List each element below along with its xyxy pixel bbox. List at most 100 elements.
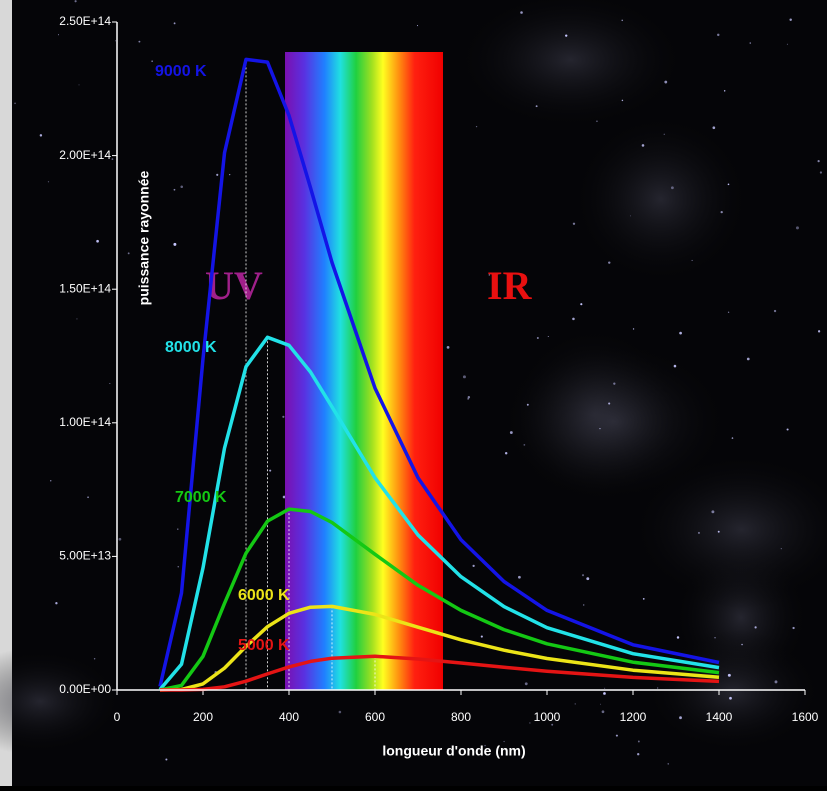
- star: [789, 18, 792, 22]
- star: [467, 396, 471, 399]
- star: [96, 239, 99, 243]
- star: [642, 598, 645, 600]
- star: [417, 25, 419, 27]
- x-tick-label: 400: [279, 710, 299, 724]
- star: [76, 318, 78, 320]
- y-tick-label: 1.00E+14: [59, 415, 111, 429]
- x-tick-label: 1400: [706, 710, 733, 724]
- star: [819, 171, 823, 174]
- star: [741, 643, 743, 646]
- star: [749, 42, 752, 44]
- star: [229, 174, 231, 176]
- y-axis-title: puissance rayonnée: [136, 170, 152, 305]
- star: [180, 185, 184, 188]
- star: [817, 159, 820, 163]
- x-tick-label: 600: [365, 710, 385, 724]
- star: [472, 564, 475, 567]
- star: [488, 274, 491, 276]
- series-line: [160, 654, 720, 692]
- star: [173, 22, 176, 25]
- star: [572, 317, 575, 321]
- star: [50, 480, 52, 482]
- star: [637, 740, 640, 743]
- nebula: [639, 628, 827, 756]
- star: [39, 134, 43, 137]
- star: [632, 328, 635, 330]
- star: [529, 722, 531, 724]
- star: [74, 0, 77, 3]
- star: [712, 126, 716, 130]
- star: [754, 626, 757, 629]
- star: [216, 173, 219, 176]
- star: [565, 34, 568, 37]
- nebula: [623, 449, 827, 610]
- star: [691, 259, 693, 262]
- star: [504, 451, 508, 455]
- star: [608, 402, 611, 405]
- star: [792, 626, 795, 630]
- star: [720, 210, 723, 214]
- star: [729, 696, 732, 700]
- star: [717, 33, 720, 37]
- x-tick-label: 1600: [792, 710, 819, 724]
- star: [586, 577, 590, 581]
- star: [731, 437, 734, 439]
- star: [582, 604, 585, 606]
- star: [711, 510, 715, 514]
- star: [47, 181, 50, 183]
- star: [138, 40, 141, 43]
- star: [480, 635, 483, 638]
- y-tick-label: 2.50E+14: [59, 14, 111, 28]
- star: [58, 34, 60, 36]
- star: [55, 602, 58, 605]
- star: [663, 133, 665, 135]
- star: [657, 687, 659, 689]
- star: [621, 99, 624, 102]
- star: [580, 303, 583, 306]
- star: [536, 337, 539, 340]
- star: [581, 574, 585, 577]
- star: [535, 105, 538, 108]
- star: [165, 758, 168, 761]
- star: [173, 188, 176, 191]
- star: [509, 431, 513, 434]
- star: [446, 345, 450, 349]
- star: [780, 548, 782, 550]
- star: [717, 530, 720, 533]
- star: [151, 60, 153, 62]
- star: [630, 215, 631, 217]
- uv-label: UV: [205, 263, 263, 308]
- star: [475, 125, 478, 128]
- star: [773, 309, 777, 313]
- star: [109, 383, 111, 384]
- starfield: [0, 0, 827, 765]
- side-strip: [0, 0, 12, 786]
- star: [727, 673, 731, 677]
- star: [621, 19, 623, 22]
- y-tick-label: 2.00E+14: [59, 148, 111, 162]
- nebula: [0, 646, 127, 757]
- star: [127, 252, 130, 255]
- star: [795, 226, 799, 230]
- star: [601, 710, 605, 714]
- star: [115, 40, 116, 42]
- series-line: [158, 57, 720, 687]
- star: [603, 692, 606, 695]
- star: [714, 637, 716, 639]
- star: [697, 531, 700, 534]
- star: [679, 331, 682, 335]
- star: [173, 242, 177, 246]
- star: [600, 703, 601, 705]
- star: [723, 90, 726, 92]
- x-tick-label: 1000: [534, 710, 561, 724]
- series-line: [159, 604, 720, 692]
- star: [484, 744, 486, 747]
- star: [774, 680, 778, 684]
- star: [523, 444, 526, 446]
- star: [520, 11, 523, 14]
- series-line: [159, 507, 720, 692]
- star: [664, 80, 668, 84]
- y-tick-label: 1.50E+14: [59, 281, 111, 295]
- star: [547, 335, 549, 337]
